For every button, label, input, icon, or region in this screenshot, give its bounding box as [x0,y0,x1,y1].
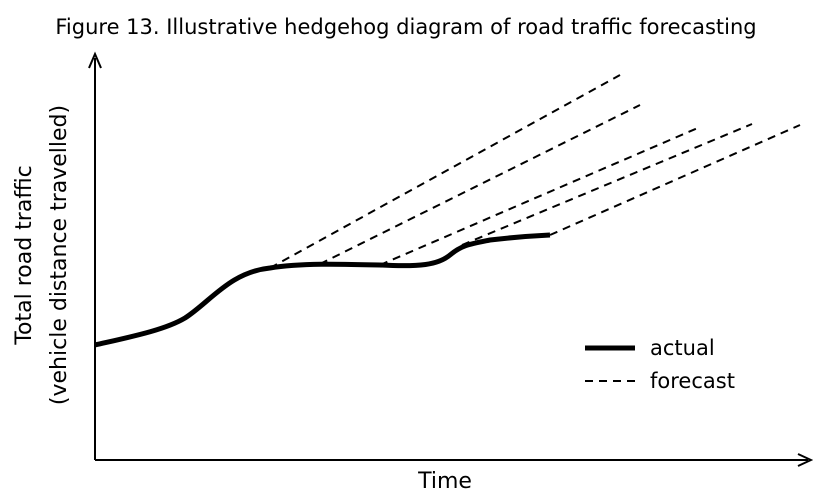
legend-label: actual [650,336,715,360]
x-label: Time [417,469,472,494]
legend: actual forecast [585,336,735,393]
axes [88,51,813,467]
legend-label: forecast [650,369,735,393]
forecast-line [549,124,801,236]
forecast-lines [269,74,801,269]
y-arrow [88,51,102,69]
y-label-line: (vehicle distance travelled) [47,105,72,405]
forecast-line [269,74,621,269]
title: Figure 13. Illustrative hedgehog diagram… [55,15,756,39]
forecast-line [461,123,753,246]
y-label: Total road traffic (vehicle distance tra… [12,105,72,405]
forecast-line [319,104,641,265]
y-label-line: Total road traffic [12,165,37,345]
actual-line [94,232,551,348]
x-arrow [797,453,813,467]
forecast-line [379,126,701,266]
